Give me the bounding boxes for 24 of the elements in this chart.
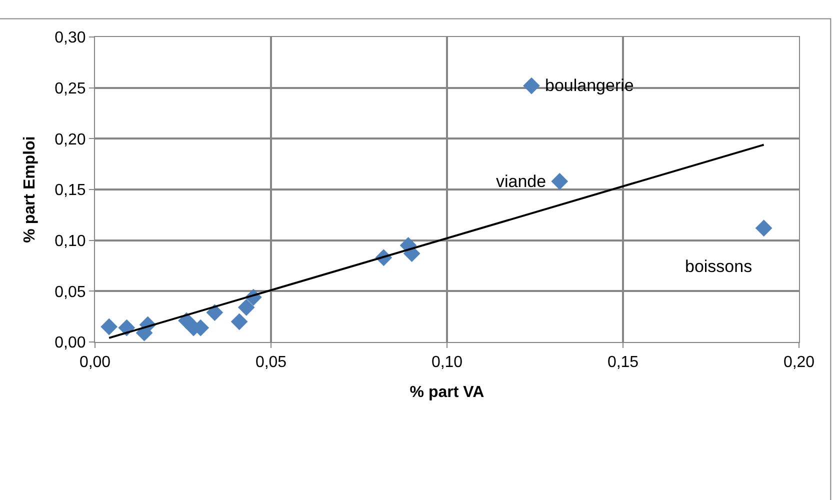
point <box>206 304 224 321</box>
y-tick-label: 0,30 <box>54 30 86 47</box>
y-tick-label: 0,10 <box>54 232 86 250</box>
y-tick-label: 0,20 <box>54 131 86 148</box>
y-tick-label: 0,15 <box>54 182 86 200</box>
point <box>230 313 248 330</box>
x-tick-label: 0,20 <box>783 354 815 372</box>
x-axis-title: % part VA <box>410 384 485 401</box>
x-tick-label: 0,05 <box>255 354 287 372</box>
y-axis-title: % part Emploi <box>22 136 39 243</box>
annotation: boulangerie <box>545 76 634 95</box>
annotation: viande <box>496 172 546 191</box>
point <box>523 77 540 94</box>
y-tick-label: 0,00 <box>54 334 86 352</box>
y-tick-label: 0,25 <box>54 80 86 98</box>
x-tick-label: 0,10 <box>431 354 463 372</box>
x-tick-label: 0,00 <box>79 354 111 372</box>
point <box>755 220 772 237</box>
annotation: boissons <box>685 257 752 276</box>
x-tick-label: 0,15 <box>607 354 639 372</box>
point <box>551 172 568 190</box>
point <box>238 298 255 316</box>
point <box>100 318 118 336</box>
y-tick-label: 0,05 <box>54 284 86 301</box>
